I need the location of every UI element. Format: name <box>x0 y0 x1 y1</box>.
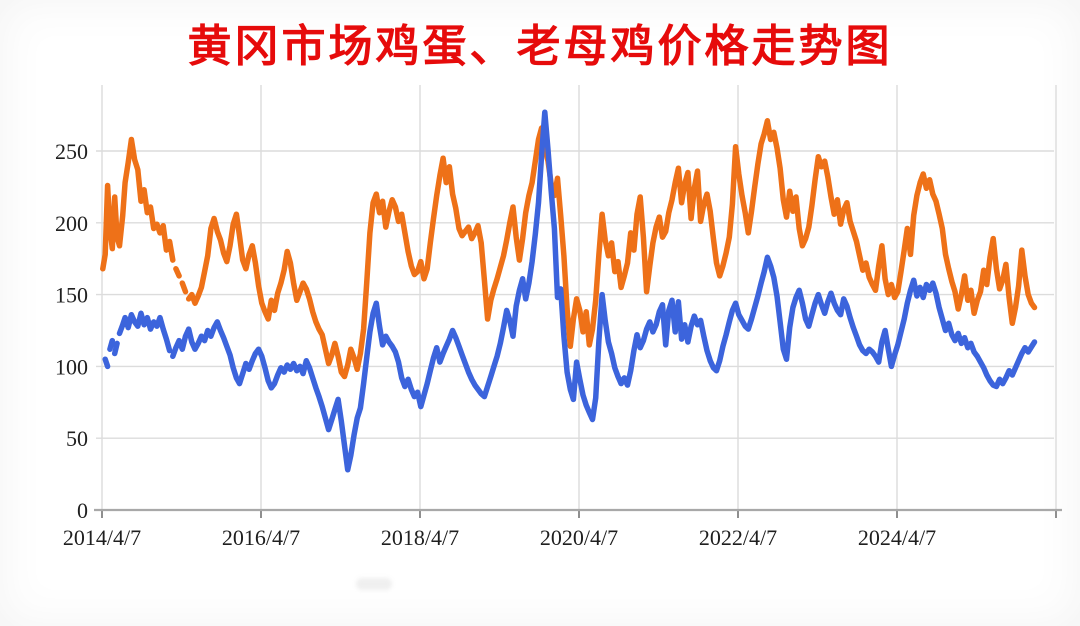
y-tick-label: 250 <box>55 139 88 164</box>
chart-title: 黄冈市场鸡蛋、老母鸡价格走势图 <box>187 22 893 71</box>
x-tick-label: 2018/4/7 <box>381 525 459 550</box>
series-line-hen <box>100 118 1038 380</box>
x-tick-label: 2024/4/7 <box>858 525 936 550</box>
x-tick-label: 2022/4/7 <box>699 525 777 550</box>
y-tick-label: 100 <box>55 354 88 379</box>
x-tick-label: 2016/4/7 <box>222 525 300 550</box>
y-tick-label: 200 <box>55 211 88 236</box>
y-tick-label: 0 <box>77 498 88 523</box>
photo-smudge <box>356 578 392 590</box>
series-line-egg <box>102 109 1038 473</box>
x-tick-label: 2020/4/7 <box>540 525 618 550</box>
y-tick-label: 50 <box>66 426 88 451</box>
x-tick-label: 2014/4/7 <box>63 525 141 550</box>
y-tick-label: 150 <box>55 283 88 308</box>
